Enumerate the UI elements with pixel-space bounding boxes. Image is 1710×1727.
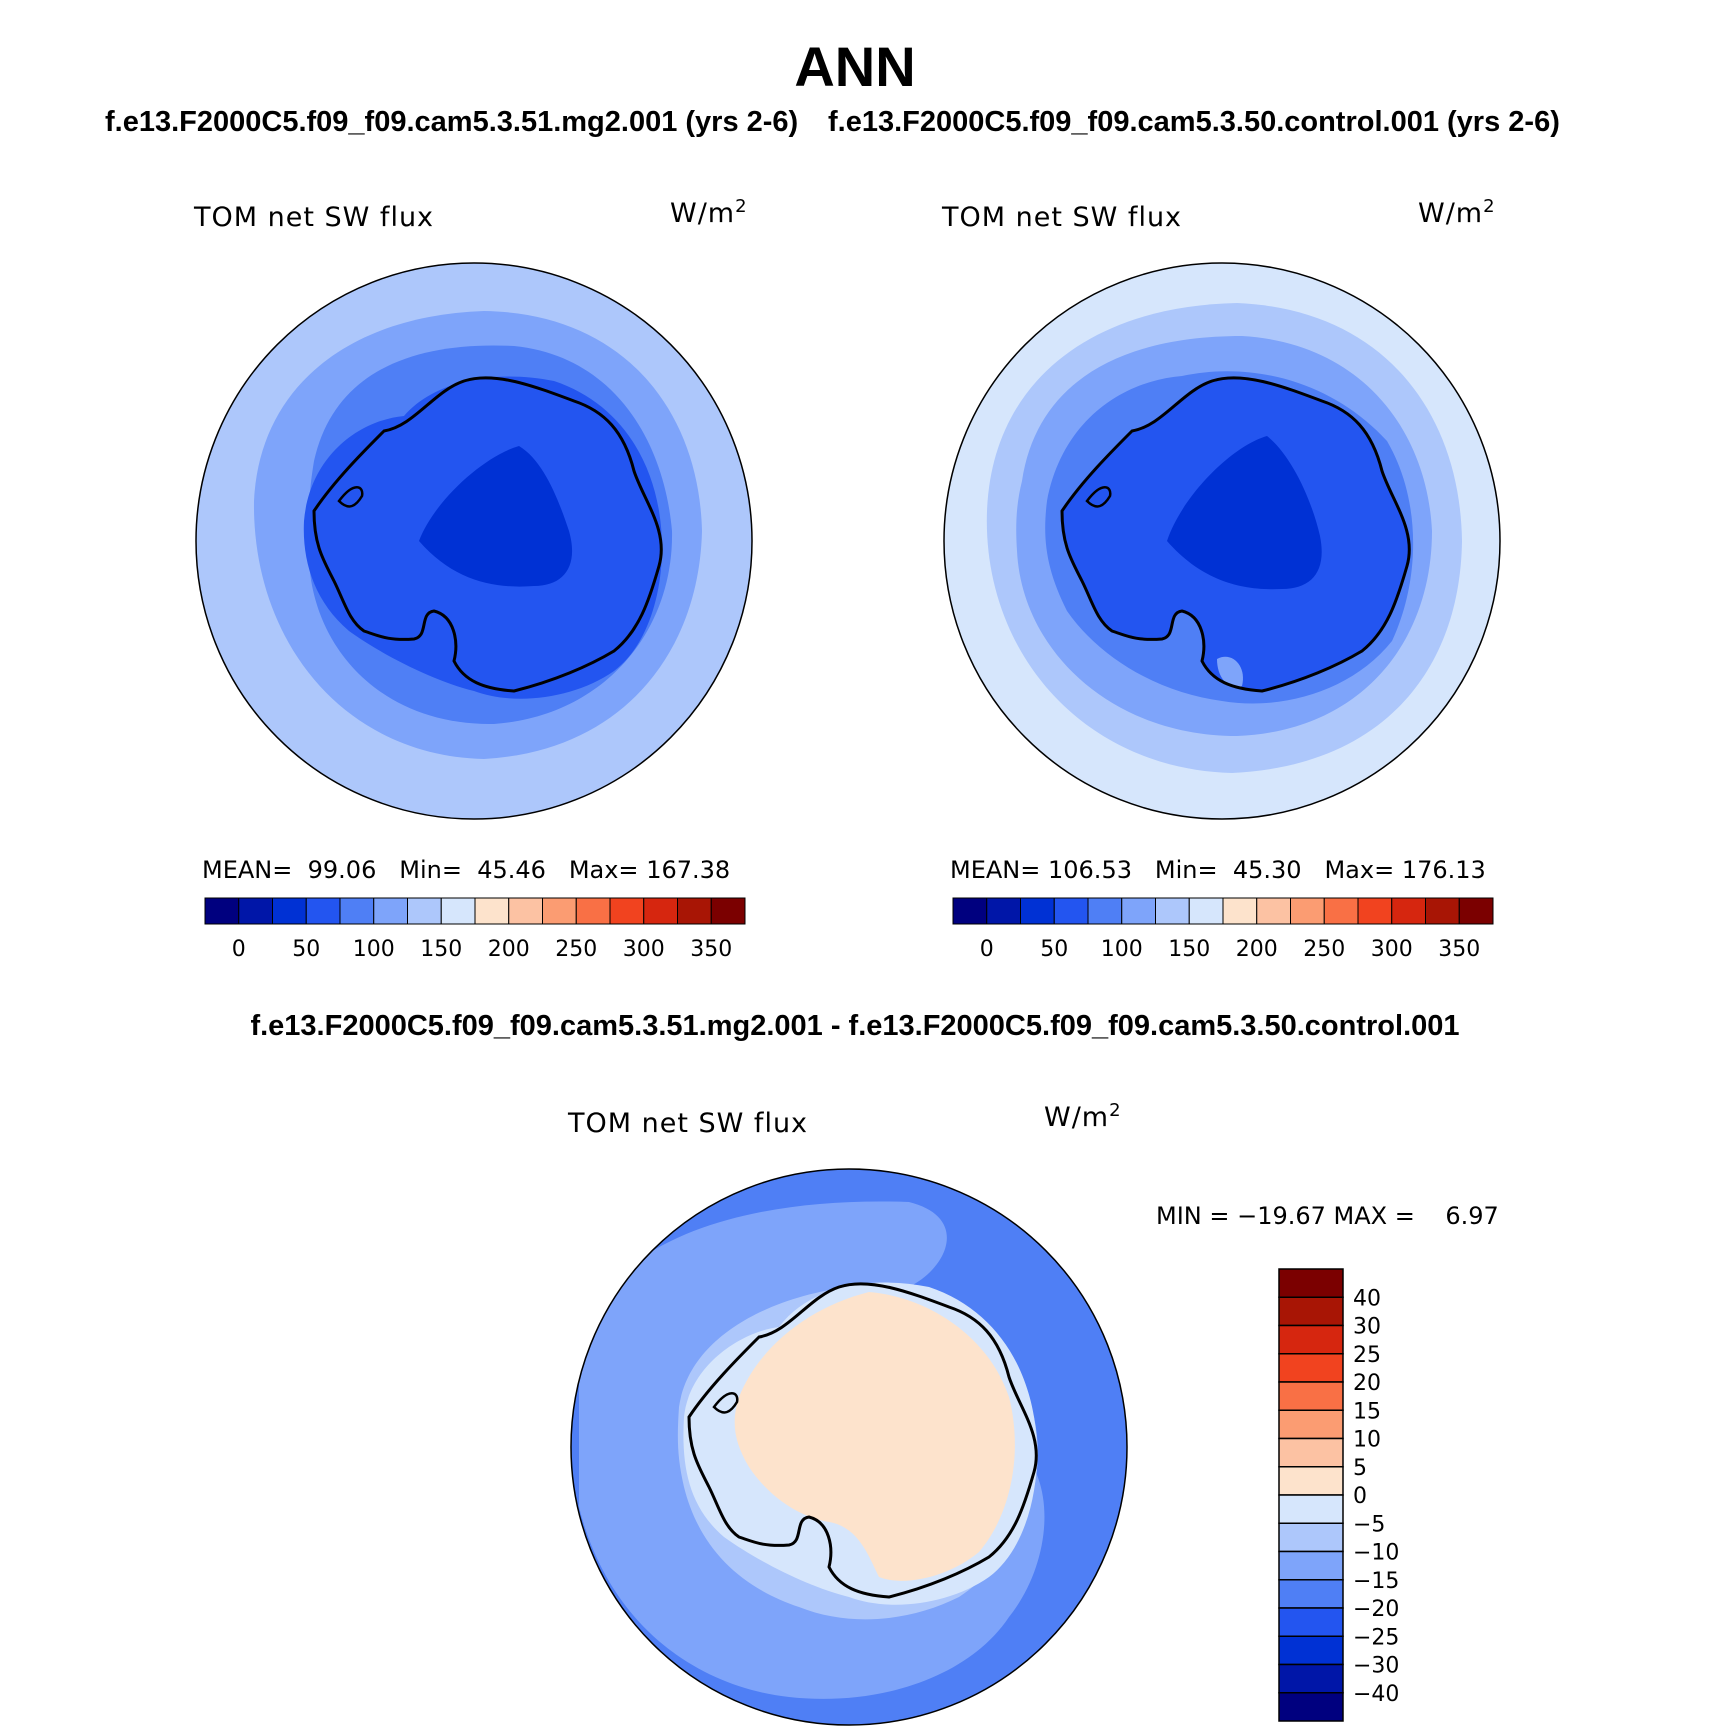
diff-colorbar-swatch [1278, 1353, 1344, 1383]
diff-colorbar: 40 30 25 20 15 10 5 0 −5 −10 −15 −20 −25 −30 −40 [1278, 1268, 1399, 1722]
diff-colorbar-tick-label: −5 [1353, 1512, 1385, 1537]
colorbar-swatch [609, 897, 645, 925]
diff-colorbar-tick-label: −25 [1353, 1625, 1399, 1650]
colorbar-tick-label: 150 [420, 937, 462, 962]
colorbar-swatch [1087, 897, 1123, 925]
colorbar-tick-label: 200 [1236, 937, 1278, 962]
diff-units: W/m2 [1044, 1100, 1122, 1133]
colorbar-swatch [1425, 897, 1460, 925]
colorbar-swatch [1256, 897, 1291, 925]
panel1-stats: MEAN= 99.06 Min= 45.46 Max= 167.38 [202, 856, 731, 884]
colorbar-tick-label: 50 [1040, 937, 1068, 962]
diff-polar-map [570, 1168, 1128, 1726]
colorbar-swatch [952, 897, 988, 925]
diff-colorbar-swatch [1278, 1409, 1344, 1440]
colorbar-swatch [407, 897, 442, 925]
colorbar-swatch [238, 897, 273, 925]
colorbar-swatch [1323, 897, 1359, 925]
colorbar-swatch [1188, 897, 1224, 925]
colorbar-swatch [1391, 897, 1426, 925]
diff-colorbar-swatch [1278, 1692, 1344, 1722]
colorbar-swatch [1357, 897, 1393, 925]
diff-colorbar-tick-label: 25 [1353, 1343, 1381, 1368]
colorbar-swatch [373, 897, 408, 925]
diff-colorbar-tick-label: 20 [1353, 1371, 1381, 1396]
colorbar-swatch [1290, 897, 1325, 925]
colorbar-swatch [1222, 897, 1258, 925]
panel1-polar-map [195, 262, 753, 820]
colorbar-swatch [1121, 897, 1156, 925]
colorbar-tick-label: 200 [488, 937, 530, 962]
panel2-variable-label: TOM net SW flux [942, 202, 1183, 233]
colorbar-swatch [1458, 897, 1494, 925]
diff-colorbar-swatch [1278, 1466, 1344, 1496]
panel2-colorbar: 0 50 100 150 200 250 300 350 [952, 897, 1494, 962]
colorbar-tick-label: 300 [623, 937, 665, 962]
colorbar-swatch [508, 897, 543, 925]
diff-colorbar-swatch [1278, 1296, 1344, 1327]
diff-colorbar-swatch [1278, 1550, 1344, 1581]
colorbar-tick-label: 100 [353, 937, 395, 962]
colorbar-swatch [474, 897, 510, 925]
colorbar-swatch [643, 897, 678, 925]
colorbar-swatch [1155, 897, 1190, 925]
diff-variable-label: TOM net SW flux [568, 1108, 809, 1139]
panel2-polar-map [943, 262, 1501, 820]
colorbar-tick-label: 350 [690, 937, 732, 962]
colorbar-swatch [339, 897, 375, 925]
diff-colorbar-swatch [1278, 1522, 1344, 1553]
colorbar-swatch [272, 897, 307, 925]
panel1-colorbar: 0 50 100 150 200 250 300 350 [204, 897, 746, 962]
diff-colorbar-tick-label: −20 [1353, 1597, 1399, 1622]
diff-colorbar-tick-label: −10 [1353, 1541, 1399, 1566]
panel2-units: W/m2 [1418, 196, 1496, 229]
difference-title: f.e13.F2000C5.f09_f09.cam5.3.51.mg2.001 … [250, 1010, 1460, 1042]
diff-colorbar-swatch [1278, 1607, 1344, 1637]
diff-colorbar-tick-label: 40 [1353, 1286, 1381, 1311]
diff-colorbar-tick-label: 30 [1353, 1315, 1381, 1340]
diff-colorbar-swatch [1278, 1663, 1344, 1694]
diff-colorbar-tick-label: 15 [1353, 1399, 1381, 1424]
diff-colorbar-swatch [1278, 1324, 1344, 1355]
colorbar-tick-label: 300 [1371, 937, 1413, 962]
case-title-right: f.e13.F2000C5.f09_f09.cam5.3.50.control.… [828, 106, 1560, 138]
colorbar-tick-label: 250 [1303, 937, 1345, 962]
colorbar-swatch [710, 897, 746, 925]
panel1-variable-label: TOM net SW flux [194, 202, 435, 233]
colorbar-swatch [1053, 897, 1089, 925]
diff-colorbar-swatch [1278, 1635, 1344, 1666]
case-title-left: f.e13.F2000C5.f09_f09.cam5.3.51.mg2.001 … [105, 106, 799, 138]
diff-colorbar-tick-label: 10 [1353, 1428, 1381, 1453]
colorbar-tick-label: 350 [1438, 937, 1480, 962]
colorbar-tick-label: 100 [1101, 937, 1143, 962]
diff-colorbar-tick-label: 0 [1353, 1484, 1367, 1509]
colorbar-swatch [305, 897, 341, 925]
panel1-units: W/m2 [670, 196, 748, 229]
diff-colorbar-swatch [1278, 1494, 1344, 1524]
colorbar-tick-label: 50 [292, 937, 320, 962]
diff-colorbar-tick-label: −40 [1353, 1682, 1399, 1707]
diff-colorbar-tick-label: −15 [1353, 1569, 1399, 1594]
figure-title: ANN [794, 35, 916, 98]
colorbar-swatch [677, 897, 712, 925]
diff-minmax: MIN = −19.67 MAX = 6.97 [1156, 1202, 1499, 1230]
diff-colorbar-tick-label: −30 [1353, 1654, 1399, 1679]
panel2-stats: MEAN= 106.53 Min= 45.30 Max= 176.13 [950, 856, 1486, 884]
colorbar-swatch [1020, 897, 1055, 925]
colorbar-swatch [440, 897, 476, 925]
colorbar-tick-label: 150 [1168, 937, 1210, 962]
diff-colorbar-swatch [1278, 1437, 1344, 1468]
colorbar-tick-label: 0 [232, 937, 246, 962]
colorbar-swatch [986, 897, 1021, 925]
colorbar-swatch [204, 897, 240, 925]
colorbar-tick-label: 250 [555, 937, 597, 962]
diff-colorbar-swatch [1278, 1381, 1344, 1411]
diff-colorbar-tick-label: 5 [1353, 1456, 1367, 1481]
colorbar-swatch [575, 897, 611, 925]
diff-colorbar-swatch [1278, 1268, 1344, 1298]
diff-colorbar-swatch [1278, 1579, 1344, 1609]
colorbar-tick-label: 0 [980, 937, 994, 962]
colorbar-swatch [542, 897, 577, 925]
